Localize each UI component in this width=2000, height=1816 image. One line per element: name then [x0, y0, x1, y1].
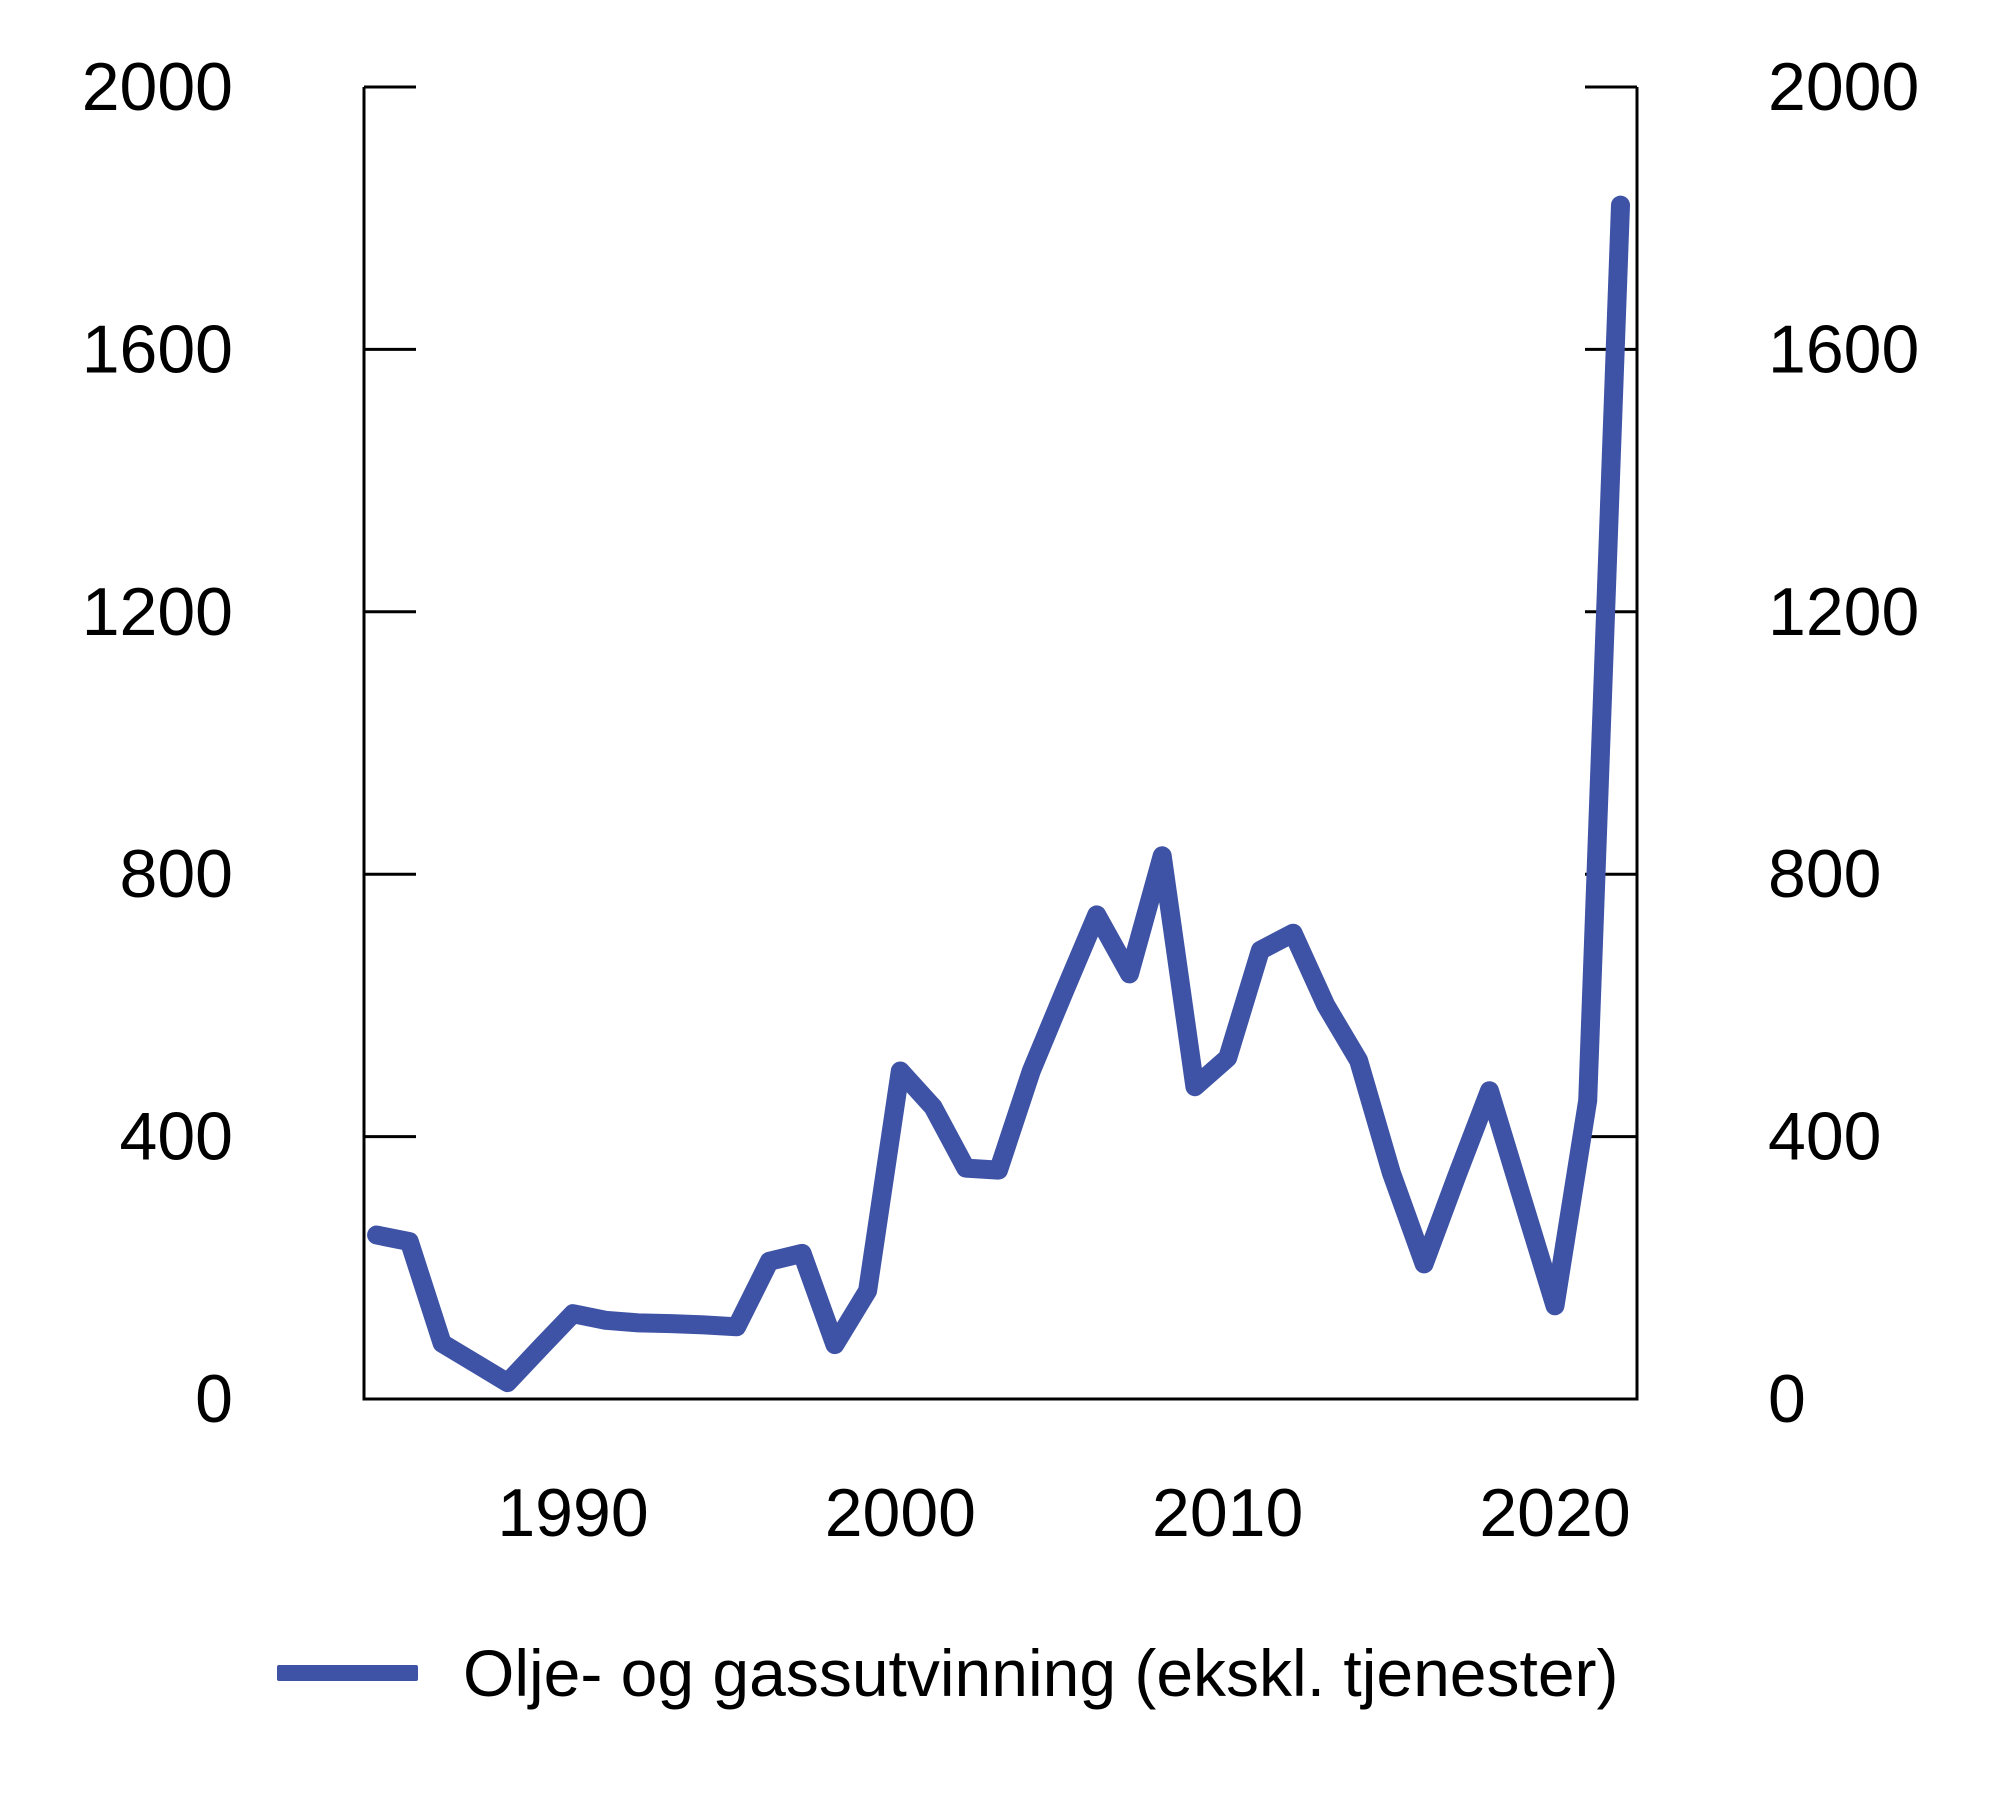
y-axis-tick-label-right: 2000 [1768, 49, 1919, 125]
y-axis-tick-label-left: 800 [120, 836, 233, 912]
y-axis-tick-label-left: 400 [120, 1099, 233, 1175]
x-axis-tick-label: 2000 [825, 1475, 976, 1551]
data-line-olje-og-gassutvinning [367, 195, 1630, 1393]
y-axis-tick-label-right: 1200 [1768, 574, 1919, 650]
legend-line-swatch [277, 1665, 418, 1681]
x-axis-tick-label: 2020 [1479, 1475, 1630, 1551]
y-axis-tick-label-left: 1200 [82, 574, 233, 650]
y-axis-tick-label-right: 400 [1768, 1099, 1881, 1175]
y-axis-tick-label-left: 1600 [82, 311, 233, 387]
x-axis-tick-label: 1990 [497, 1475, 648, 1551]
y-axis-tick-label-right: 800 [1768, 836, 1881, 912]
y-axis-tick-label-right: 1600 [1768, 311, 1919, 387]
y-axis-tick-label-left: 0 [195, 1361, 233, 1437]
legend: Olje- og gassutvinning (ekskl. tjenester… [277, 1638, 1619, 1708]
x-axis-tick-label: 2010 [1152, 1475, 1303, 1551]
legend-label: Olje- og gassutvinning (ekskl. tjenester… [463, 1636, 1619, 1710]
y-axis-tick-label-left: 2000 [82, 49, 233, 125]
y-axis-tick-label-right: 0 [1768, 1361, 1806, 1437]
